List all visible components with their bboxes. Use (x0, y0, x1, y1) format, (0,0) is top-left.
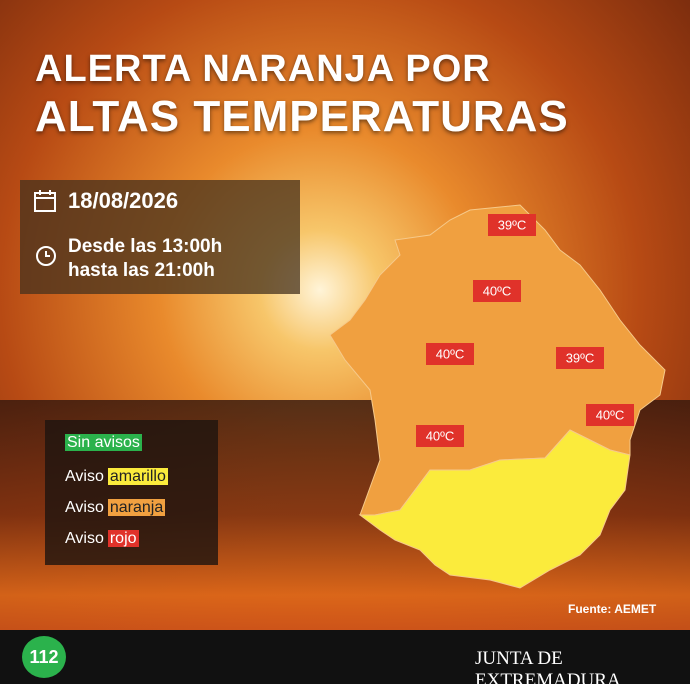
legend: Sin avisos Aviso amarillo Aviso naranja Av… (45, 420, 218, 565)
time-start: Desde las 13:00h (68, 236, 223, 257)
title: ALERTA NARANJA POR (35, 48, 491, 90)
clock-icon (36, 246, 56, 266)
legend-item: Aviso rojo (65, 530, 139, 548)
temp-box (586, 404, 634, 426)
map: 39ºC 40ºC 40ºC 39ºC 40ºC 40ºC (329, 204, 666, 589)
date: 18/08/2026 (68, 188, 179, 213)
legend-level: rojo (107, 530, 139, 547)
temp-label: 40ºC (596, 407, 625, 422)
temp-label: 39ºC (498, 217, 527, 232)
temp-label: 40ºC (436, 346, 465, 361)
footer: 112 JUNTA DE EXTREMADURA (0, 630, 690, 684)
title: ALTAS TEMPERATURAS (35, 92, 569, 141)
temp-box (473, 280, 521, 302)
temp-label: 40ºC (483, 283, 512, 298)
organization: JUNTA DE EXTREMADURA (475, 648, 621, 684)
legend-prefix: Aviso (65, 468, 104, 485)
legend-label: Sin avisos (65, 434, 142, 451)
temp-box (416, 425, 464, 447)
temp-label: 40ºC (426, 428, 455, 443)
legend-item: Aviso amarillo (65, 468, 168, 486)
legend-level: amarillo (107, 468, 168, 485)
temp-label: 39ºC (566, 350, 595, 365)
temp-box (488, 214, 536, 236)
time-end: hasta las 21:00h (68, 260, 215, 281)
legend-item: Aviso naranja (65, 499, 166, 517)
calendar-icon (34, 190, 56, 212)
legend-level: naranja (107, 499, 166, 516)
temp-box (556, 347, 604, 369)
logo: 112 (22, 636, 66, 678)
zone-yellow (358, 429, 631, 589)
temp-box (426, 343, 474, 365)
info-box: 18/08/2026 Desde las 13:00h hasta las 21… (20, 180, 300, 294)
legend-prefix: Aviso (65, 530, 104, 547)
legend-prefix: Aviso (65, 499, 104, 516)
source: Fuente: AEMET (568, 602, 657, 616)
